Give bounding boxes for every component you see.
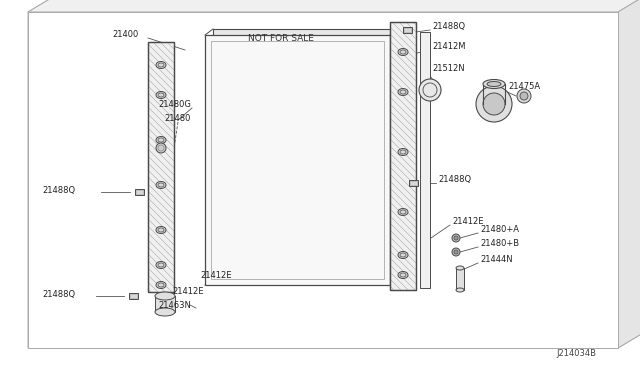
Text: 21444N: 21444N [480,254,513,263]
Text: 21400: 21400 [112,29,138,38]
Ellipse shape [398,89,408,96]
Ellipse shape [483,80,505,89]
Text: 21480: 21480 [164,113,190,122]
Circle shape [419,79,441,101]
Ellipse shape [398,208,408,215]
Bar [148,42,174,292]
Circle shape [476,86,512,122]
Text: 21488Q: 21488Q [432,22,465,31]
Circle shape [454,250,458,254]
Circle shape [520,92,528,100]
Ellipse shape [156,282,166,289]
Ellipse shape [156,262,166,269]
Ellipse shape [398,148,408,155]
Ellipse shape [156,182,166,189]
Ellipse shape [155,308,175,316]
Polygon shape [28,12,618,348]
Text: NOT FOR SALE: NOT FOR SALE [248,33,314,42]
Bar [129,293,138,299]
Text: 21475A: 21475A [508,81,540,90]
Circle shape [454,236,458,240]
Text: 21463N: 21463N [158,301,191,311]
Circle shape [517,89,531,103]
Polygon shape [618,0,640,348]
Circle shape [452,248,460,256]
Text: 21412E: 21412E [172,288,204,296]
Text: 21412E: 21412E [452,217,483,225]
Text: J214034B: J214034B [556,350,596,359]
Text: 21480G: 21480G [158,99,191,109]
Bar [155,296,175,312]
Ellipse shape [156,227,166,234]
Bar [456,268,464,290]
Text: 21412M: 21412M [432,42,465,51]
Polygon shape [28,0,640,12]
Bar [211,41,384,279]
Ellipse shape [156,137,166,144]
Polygon shape [213,29,398,279]
Ellipse shape [456,266,464,270]
Bar [136,190,143,194]
Ellipse shape [398,48,408,55]
Ellipse shape [156,61,166,68]
Bar [148,42,174,292]
Ellipse shape [398,251,408,259]
Text: 21512N: 21512N [432,64,465,73]
Ellipse shape [156,92,166,99]
Bar [404,28,411,32]
Bar [420,32,430,288]
Bar [390,22,416,290]
Bar [135,189,144,195]
Bar [130,294,137,298]
Bar [390,22,416,290]
Text: 21488Q: 21488Q [42,186,75,195]
Ellipse shape [155,292,175,300]
Bar [403,27,412,33]
Text: 21488Q: 21488Q [438,174,471,183]
Circle shape [156,143,166,153]
Text: 21480+A: 21480+A [480,224,519,234]
Polygon shape [28,0,58,348]
Ellipse shape [456,288,464,292]
Bar [409,180,418,186]
Circle shape [452,234,460,242]
Bar [410,181,417,185]
Ellipse shape [398,272,408,279]
Text: 21488Q: 21488Q [42,289,75,298]
Bar [205,35,390,285]
Circle shape [483,93,505,115]
Polygon shape [28,330,640,348]
Text: 21412E: 21412E [200,272,232,280]
Text: 21480+B: 21480+B [480,238,519,247]
Ellipse shape [487,81,501,87]
